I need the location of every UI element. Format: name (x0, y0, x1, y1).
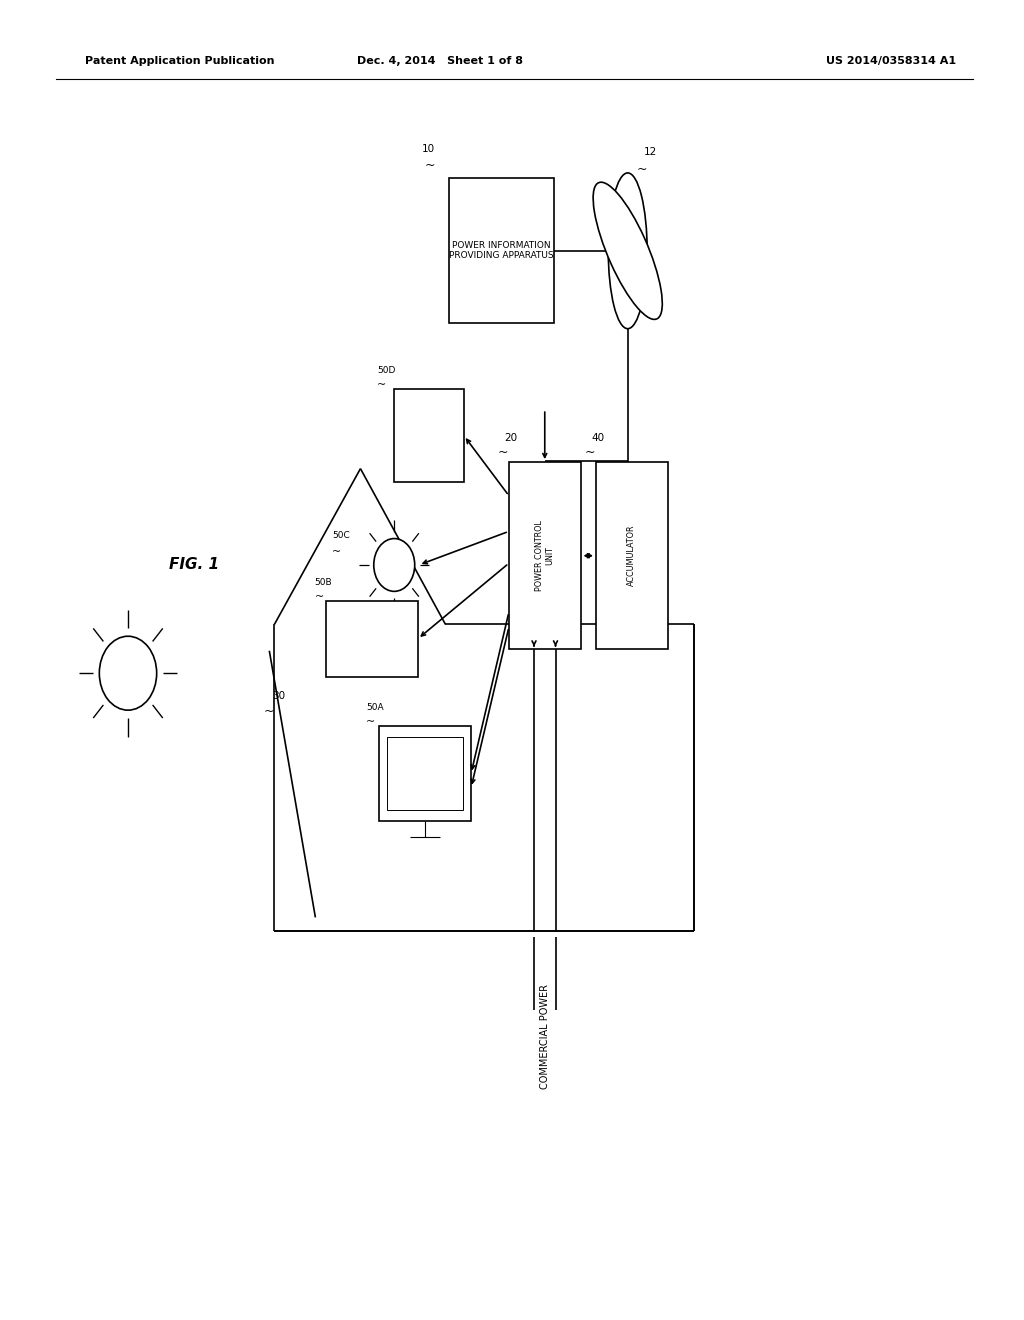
Text: 10: 10 (422, 144, 434, 154)
Text: 50B: 50B (314, 578, 333, 586)
Text: ~: ~ (264, 705, 274, 718)
Text: ~: ~ (314, 591, 325, 602)
Bar (387, 737, 463, 810)
Text: ~: ~ (637, 162, 647, 176)
Text: 50D: 50D (377, 367, 395, 375)
Text: POWER CONTROL
UNIT: POWER CONTROL UNIT (536, 520, 554, 591)
Text: 40: 40 (592, 433, 604, 444)
Text: COMMERCIAL POWER: COMMERCIAL POWER (540, 983, 550, 1089)
Text: ~: ~ (332, 546, 342, 557)
Text: ~: ~ (425, 158, 435, 172)
Bar (509, 462, 581, 649)
Text: ACCUMULATOR: ACCUMULATOR (628, 525, 636, 586)
Text: ~: ~ (366, 717, 376, 727)
Text: POWER INFORMATION
PROVIDING APPARATUS: POWER INFORMATION PROVIDING APPARATUS (449, 242, 554, 260)
Text: Dec. 4, 2014   Sheet 1 of 8: Dec. 4, 2014 Sheet 1 of 8 (357, 55, 523, 66)
Text: FIG. 1: FIG. 1 (169, 557, 219, 573)
Bar (596, 462, 668, 649)
Text: 12: 12 (644, 147, 656, 157)
Circle shape (99, 636, 157, 710)
Text: ~: ~ (377, 380, 387, 391)
Circle shape (374, 539, 415, 591)
Bar (326, 601, 418, 677)
Ellipse shape (593, 182, 663, 319)
Text: ~: ~ (498, 446, 508, 459)
Text: 50C: 50C (332, 532, 350, 540)
Text: US 2014/0358314 A1: US 2014/0358314 A1 (825, 55, 956, 66)
Text: ~: ~ (585, 446, 595, 459)
Bar (449, 178, 554, 323)
Text: Patent Application Publication: Patent Application Publication (85, 55, 274, 66)
Text: 20: 20 (505, 433, 517, 444)
Text: 30: 30 (272, 690, 285, 701)
Bar (394, 389, 464, 482)
Text: 50A: 50A (366, 704, 384, 711)
Ellipse shape (608, 173, 647, 329)
Bar (379, 726, 471, 821)
